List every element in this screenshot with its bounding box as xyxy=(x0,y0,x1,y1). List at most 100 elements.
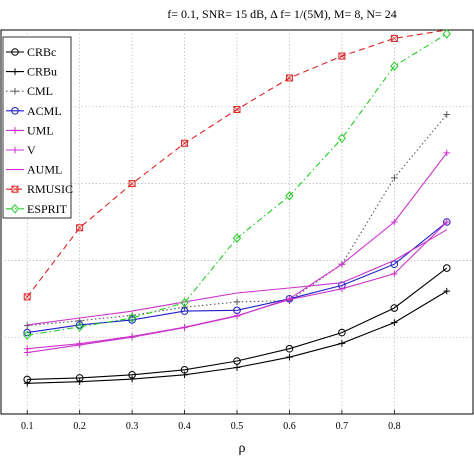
series-rmusic xyxy=(23,29,447,301)
legend-box xyxy=(2,36,72,219)
data-point xyxy=(233,298,241,306)
series-crbc xyxy=(23,264,451,384)
data-point xyxy=(76,224,84,232)
data-point xyxy=(75,322,84,332)
data-point xyxy=(11,146,19,154)
data-point xyxy=(127,313,137,323)
data-point xyxy=(23,379,31,387)
data-point xyxy=(11,48,19,56)
data-point xyxy=(390,34,398,42)
series-v xyxy=(23,149,451,356)
x-tick-label: 0.2 xyxy=(73,421,86,432)
data-point xyxy=(11,127,19,134)
legend-label: CML xyxy=(27,84,53,98)
series-crbu xyxy=(23,287,451,387)
data-point xyxy=(338,285,346,293)
x-ticks: 0.1 0.2 0.3 0.4 0.5 0.6 0.7 0.8 xyxy=(21,410,401,432)
data-point-cross xyxy=(181,140,188,147)
data-point-cross xyxy=(391,35,398,42)
data-point-cross xyxy=(128,180,136,187)
legend-item: CRBu xyxy=(6,65,57,79)
data-point xyxy=(443,111,451,118)
legend-label: ESPRIT xyxy=(27,202,68,216)
data-point-cross xyxy=(11,185,19,193)
legend-item: ACML xyxy=(6,104,62,118)
data-point xyxy=(128,333,136,341)
legend-item: AUML xyxy=(6,163,62,177)
legend-label: RMUSIC xyxy=(27,182,73,196)
legend-label: V xyxy=(27,143,36,157)
x-tick-label: 0.8 xyxy=(388,421,401,432)
data-point xyxy=(181,139,189,147)
legend-item: V xyxy=(6,143,36,157)
data-point xyxy=(23,328,32,337)
data-point xyxy=(442,29,451,39)
x-tick-label: 0.3 xyxy=(126,421,139,432)
legend: CRBc CRBu CML ACML UML V AUML RMUSIC ESPRIT xyxy=(2,36,73,219)
data-point xyxy=(286,353,293,361)
data-point xyxy=(23,293,31,301)
data-point xyxy=(233,364,241,371)
data-point xyxy=(232,233,242,243)
data-point xyxy=(11,68,19,75)
legend-label: AUML xyxy=(27,163,62,177)
data-point xyxy=(128,375,136,383)
data-point xyxy=(391,218,398,226)
legend-item: CML xyxy=(6,84,53,98)
series-auml xyxy=(27,229,448,326)
x-tick-label: 0.1 xyxy=(21,421,34,432)
grid xyxy=(1,30,473,414)
x-axis-label: ρ xyxy=(239,441,246,456)
data-point xyxy=(338,340,346,347)
legend-label: CRBc xyxy=(27,45,56,59)
data-point xyxy=(443,287,451,295)
data-point xyxy=(286,295,293,303)
data-point xyxy=(390,61,399,71)
series-line xyxy=(27,33,448,336)
data-point xyxy=(181,324,188,331)
series-layer xyxy=(23,29,451,387)
data-point xyxy=(390,304,399,312)
series-esprit xyxy=(23,29,451,341)
data-point xyxy=(75,321,84,329)
data-point xyxy=(442,264,451,272)
data-point xyxy=(337,133,347,144)
data-point xyxy=(233,105,241,113)
data-point xyxy=(391,319,398,326)
data-point-cross xyxy=(24,293,31,301)
data-point xyxy=(23,349,31,356)
chart-title: f= 0.1, SNR= 15 dB, Δ f= 1/(5M), M= 8, N… xyxy=(167,7,397,21)
data-point xyxy=(23,322,31,329)
data-point xyxy=(443,149,451,157)
data-point xyxy=(76,378,83,386)
data-point xyxy=(180,307,189,315)
data-point xyxy=(285,344,294,353)
data-point xyxy=(391,174,398,182)
data-point xyxy=(391,270,398,278)
data-point xyxy=(128,180,136,188)
data-point xyxy=(11,185,19,193)
data-point xyxy=(76,341,83,349)
x-tick-label: 0.7 xyxy=(336,421,349,432)
data-point xyxy=(11,107,19,115)
data-point xyxy=(23,330,32,341)
legend-item: ESPRIT xyxy=(6,202,68,216)
data-point xyxy=(181,371,188,379)
data-point xyxy=(11,87,19,95)
data-point xyxy=(10,204,20,214)
data-point-cross xyxy=(233,106,241,113)
x-tick-label: 0.4 xyxy=(178,421,191,432)
data-point xyxy=(338,328,346,337)
data-point xyxy=(338,52,346,60)
legend-item: CRBc xyxy=(6,45,56,59)
legend-item: RMUSIC xyxy=(6,182,73,196)
legend-item: UML xyxy=(6,123,54,137)
legend-label: ACML xyxy=(27,104,62,118)
x-tick-label: 0.5 xyxy=(231,421,244,432)
data-point xyxy=(128,312,136,319)
data-point xyxy=(180,297,189,308)
data-point-cross xyxy=(286,74,293,82)
x-tick-label: 0.6 xyxy=(283,421,296,432)
data-point xyxy=(443,218,451,226)
